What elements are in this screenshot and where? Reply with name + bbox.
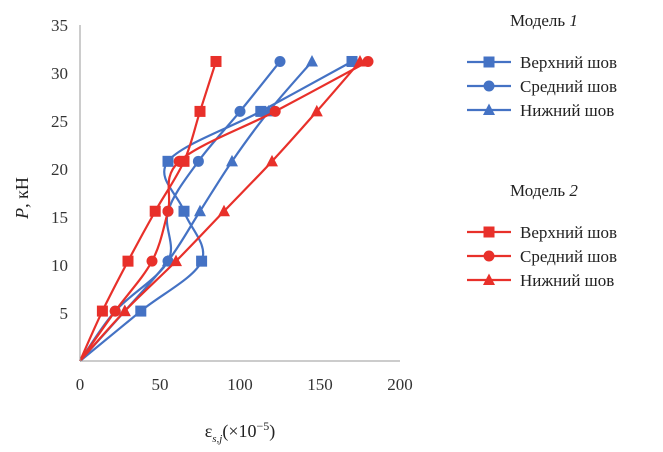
data-point [162, 205, 174, 217]
data-point [362, 55, 374, 67]
data-point [194, 204, 206, 217]
data-point [194, 105, 206, 117]
data-point [118, 304, 131, 317]
data-point [226, 154, 238, 167]
data-point [310, 104, 323, 117]
y-axis-label: P, кН [12, 177, 32, 220]
data-point [266, 154, 278, 167]
legend-item: Нижний шов [467, 271, 614, 290]
legend-item: Нижний шов [467, 101, 614, 120]
legend-marker [483, 80, 495, 92]
legend-label: Верхний шов [520, 53, 617, 72]
data-point [210, 55, 222, 67]
legend-marker [483, 56, 495, 68]
x-tick-label: 50 [152, 375, 169, 394]
axes [79, 25, 400, 362]
data-point [192, 155, 204, 167]
data-point [269, 105, 281, 117]
legend-marker [483, 103, 495, 115]
data-point [146, 255, 158, 267]
data-point [354, 54, 366, 67]
data-point [218, 204, 230, 217]
y-tick-label: 30 [51, 64, 68, 83]
legend-item: Средний шов [467, 247, 617, 266]
data-point [149, 205, 161, 217]
series-group [79, 55, 358, 362]
y-tick-label: 25 [51, 112, 68, 131]
series-group [79, 54, 366, 362]
data-point [135, 305, 147, 317]
data-point [109, 305, 121, 317]
legend-item: Верхний шов [467, 223, 617, 242]
x-tick-label: 0 [76, 375, 85, 394]
x-axis-label: εs,j(×10−5) [205, 419, 276, 445]
legend-label: Верхний шов [520, 223, 617, 242]
x-tick-label: 150 [307, 375, 333, 394]
y-tick-label: 35 [51, 16, 68, 35]
x-tick-labels: 0 50 100 150 200 [76, 375, 413, 394]
legend-label: Средний шов [520, 247, 617, 266]
plot-area [78, 54, 374, 362]
data-point [196, 255, 208, 267]
y-tick-label: 5 [60, 304, 69, 323]
data-point [122, 255, 134, 267]
data-point [96, 305, 108, 317]
legend-label: Средний шов [520, 77, 617, 96]
data-point [170, 254, 182, 267]
data-point [173, 155, 185, 167]
data-point [234, 105, 246, 117]
data-point [274, 55, 286, 67]
x-tick-label: 200 [387, 375, 413, 394]
data-point [178, 205, 190, 217]
data-point [162, 254, 174, 267]
legend-label: Нижний шов [520, 101, 614, 120]
legend-marker [483, 273, 495, 285]
data-point [306, 54, 318, 67]
legend-item: Верхний шов [467, 53, 617, 72]
y-tick-labels: 5 10 15 20 25 30 35 [51, 16, 68, 323]
legend-item: Средний шов [467, 77, 617, 96]
legend-label: Нижний шов [520, 271, 614, 290]
legend-marker [483, 226, 495, 238]
y-tick-label: 20 [51, 160, 68, 179]
legend-group-title: Модель 2 [510, 181, 578, 200]
data-point [255, 105, 267, 117]
legend-group-title: Модель 1 [510, 11, 578, 30]
legend-marker [483, 250, 495, 262]
data-point [162, 155, 174, 167]
series-group [79, 55, 374, 362]
y-tick-label: 10 [51, 256, 68, 275]
x-tick-label: 100 [227, 375, 253, 394]
legend: Модель 1 Верхний шов Средний шов Нижний шов… [467, 11, 617, 290]
data-point [346, 55, 358, 67]
y-tick-label: 15 [51, 208, 68, 227]
